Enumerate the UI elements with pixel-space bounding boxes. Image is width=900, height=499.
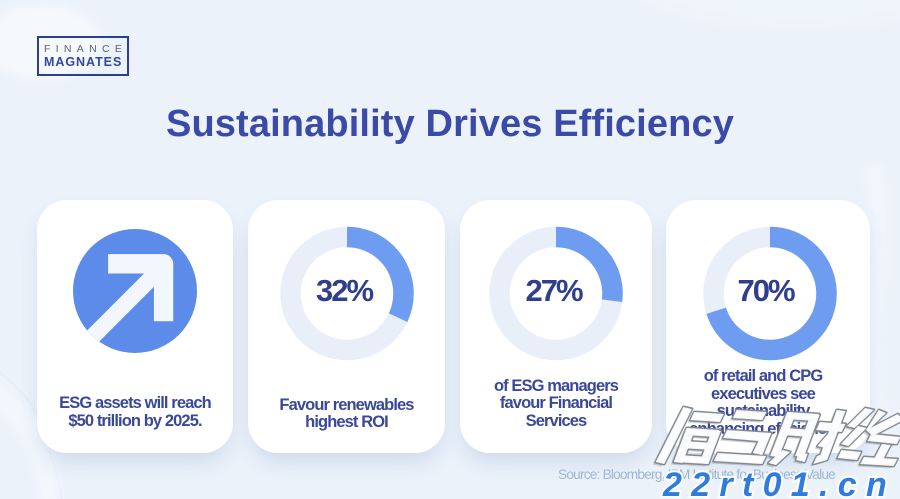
svg-text:22rt01.cn: 22rt01.cn — [662, 466, 896, 499]
